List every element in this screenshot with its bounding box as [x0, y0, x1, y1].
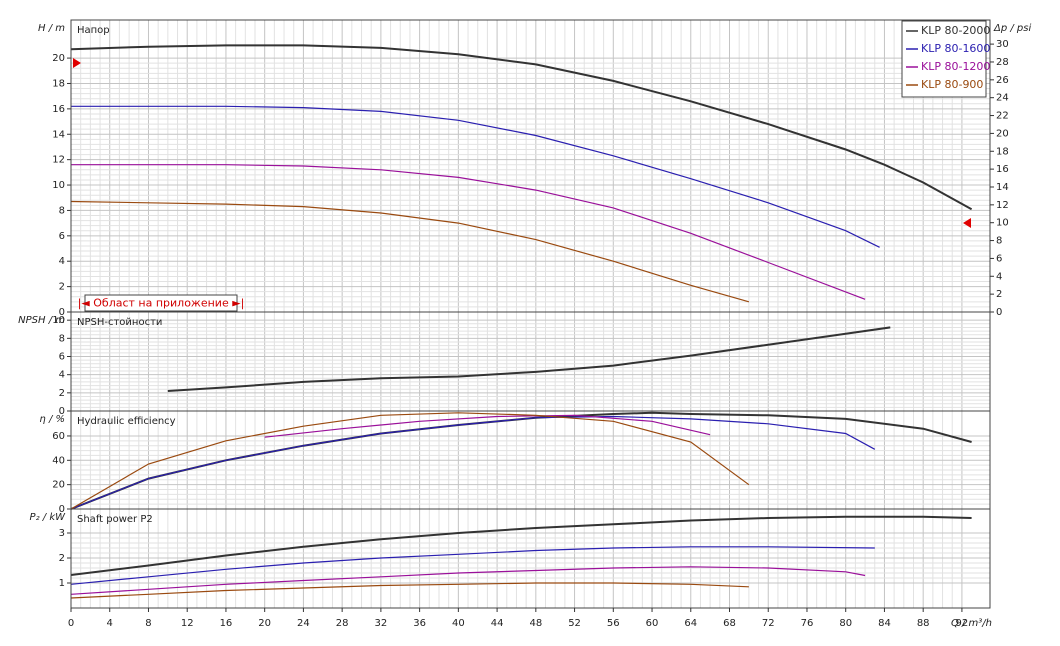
x-tick-label: 28 — [336, 618, 349, 629]
x-tick-label: 44 — [491, 618, 504, 629]
y2-tick-label: 10 — [996, 218, 1009, 229]
y-tick-label: 18 — [52, 78, 65, 89]
series-line — [70, 546, 875, 585]
x-tick-label: 68 — [723, 618, 736, 629]
y2-tick-label: 6 — [996, 253, 1002, 264]
x-tick-label: 20 — [258, 618, 271, 629]
series-line — [167, 326, 891, 392]
y-axis-label: H / m — [38, 23, 65, 34]
y-tick-label: 6 — [59, 352, 65, 363]
series-line — [70, 566, 866, 595]
range-marker-right — [963, 218, 971, 228]
panel — [71, 312, 990, 411]
y2-tick-label: 18 — [996, 146, 1009, 157]
x-tick-label: 16 — [220, 618, 233, 629]
range-marker-left — [73, 58, 81, 68]
y-tick-label: 2 — [59, 553, 65, 564]
y-tick-label: 10 — [52, 315, 65, 326]
y2-tick-label: 30 — [996, 39, 1009, 50]
x-tick-label: 56 — [607, 618, 620, 629]
y-tick-label: 4 — [59, 370, 65, 381]
legend-label: KLP 80-2000 — [921, 24, 990, 37]
y-axis-label: η / % — [39, 414, 65, 425]
y2-tick-label: 8 — [996, 236, 1002, 247]
y-tick-label: 2 — [59, 282, 65, 293]
x-tick-label: 24 — [297, 618, 310, 629]
x-tick-label: 84 — [878, 618, 891, 629]
y2-tick-label: 2 — [996, 289, 1002, 300]
y-tick-label: 6 — [59, 231, 65, 242]
y2-axis-label: Δp / psi — [993, 23, 1031, 34]
range-button-label[interactable]: |◄ Област на приложение ►| — [78, 297, 245, 310]
y2-tick-label: 22 — [996, 111, 1009, 122]
y-tick-label: 20 — [52, 480, 65, 491]
x-tick-label: 72 — [762, 618, 775, 629]
series-line — [70, 582, 749, 599]
y2-tick-label: 14 — [996, 182, 1009, 193]
x-tick-label: 4 — [107, 618, 113, 629]
legend-label: KLP 80-1600 — [921, 42, 990, 55]
y2-tick-label: 28 — [996, 57, 1009, 68]
x-tick-label: 32 — [375, 618, 388, 629]
x-tick-label: 80 — [839, 618, 852, 629]
legend-label: KLP 80-1200 — [921, 60, 990, 73]
x-tick-label: 8 — [145, 618, 151, 629]
y-tick-label: 0 — [59, 406, 65, 417]
y2-tick-label: 16 — [996, 164, 1009, 175]
x-tick-label: 40 — [452, 618, 465, 629]
y-tick-label: 4 — [59, 256, 65, 267]
range-button[interactable] — [84, 294, 238, 312]
series-line — [70, 415, 876, 510]
marks — [70, 44, 973, 599]
y-tick-label: 3 — [59, 528, 65, 539]
y-tick-label: 60 — [52, 431, 65, 442]
x-axis-label: Q / m³/h — [951, 618, 992, 629]
y2-tick-label: 12 — [996, 200, 1009, 211]
y-tick-label: 0 — [59, 307, 65, 318]
y-tick-label: 10 — [52, 180, 65, 191]
x-tick-label: 12 — [181, 618, 194, 629]
y2-tick-label: 4 — [996, 271, 1002, 282]
y-tick-label: 16 — [52, 104, 65, 115]
series-line — [70, 44, 973, 211]
y-tick-label: 2 — [59, 388, 65, 399]
panel-title: NPSH-стойности — [77, 317, 162, 328]
x-tick-label: 0 — [68, 618, 74, 629]
y2-tick-label: 20 — [996, 128, 1009, 139]
x-tick-label: 52 — [568, 618, 581, 629]
x-tick-label: 64 — [684, 618, 697, 629]
panel-title: Shaft power P2 — [77, 514, 153, 525]
series-line — [264, 414, 711, 438]
series-line — [70, 412, 750, 510]
y-axis-label: NPSH / m — [18, 315, 65, 326]
legend-label: KLP 80-900 — [921, 78, 983, 91]
y-tick-label: 20 — [52, 53, 65, 64]
series-line — [71, 164, 866, 300]
y-tick-label: 8 — [59, 205, 65, 216]
y-tick-label: 0 — [59, 504, 65, 515]
y-tick-label: 40 — [52, 455, 65, 466]
y-tick-label: 14 — [52, 129, 65, 140]
series-line — [70, 515, 972, 576]
x-tick-label: 60 — [646, 618, 659, 629]
y-tick-label: 12 — [52, 155, 65, 166]
grids — [70, 20, 990, 608]
x-tick-label: 48 — [529, 618, 542, 629]
x-tick-label: 92 — [956, 618, 969, 629]
y2-tick-label: 26 — [996, 75, 1009, 86]
series-line — [71, 105, 880, 248]
y-tick-label: 1 — [59, 578, 65, 589]
y2-tick-label: 0 — [996, 307, 1002, 318]
x-tick-label: 76 — [801, 618, 814, 629]
y-axis-label: P₂ / kW — [30, 512, 67, 523]
series-line — [70, 200, 750, 303]
panel-border — [70, 508, 991, 609]
y2-tick-label: 24 — [996, 93, 1009, 104]
y-tick-label: 8 — [59, 333, 65, 344]
x-tick-label: 88 — [917, 618, 930, 629]
x-tick-label: 36 — [413, 618, 426, 629]
panel-title: Напор — [77, 25, 110, 36]
panel-title: Hydraulic efficiency — [77, 416, 176, 427]
